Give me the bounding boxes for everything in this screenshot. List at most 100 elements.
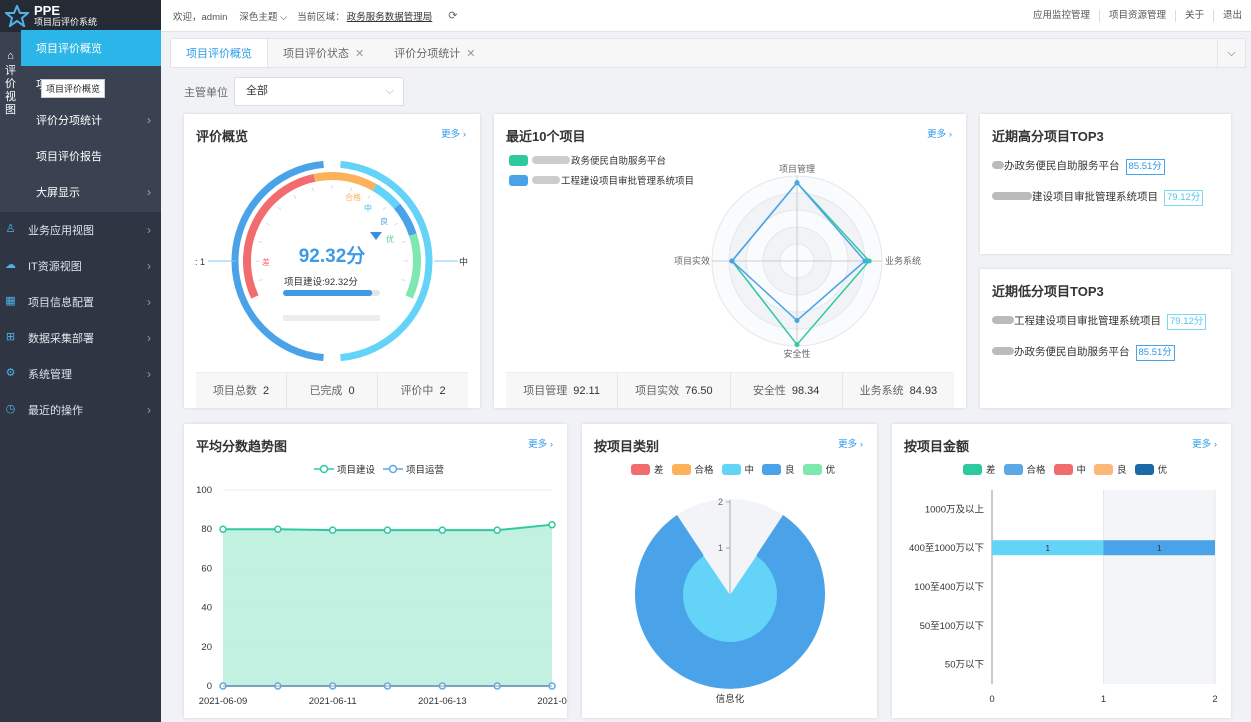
more-link[interactable]: 更多 › [838, 439, 863, 450]
menu-item-label: 数据采集部署 [28, 333, 94, 345]
legend-item[interactable]: 合格 [671, 462, 714, 476]
menu-item-business-view[interactable]: ♙ 业务应用视图 › [0, 212, 161, 248]
sub-item-stats[interactable]: 评价分项统计 › [21, 102, 161, 138]
trend-legend: 项目建设 项目运营 [314, 462, 452, 476]
legend-label: 合格 [1026, 465, 1046, 476]
clock-icon: ◷ [5, 403, 16, 415]
legend-label: 优 [825, 465, 836, 476]
stat-value: 76.50 [685, 385, 713, 397]
bar-segment [992, 540, 1104, 556]
legend-item[interactable]: 项目建设 [314, 462, 375, 476]
tab-overview[interactable]: 项目评价概览 [171, 39, 268, 67]
chevron-down-icon: ⌵ [1227, 47, 1236, 59]
app-subtitle: 项目后评价系统 [34, 17, 98, 27]
trend-card: 平均分数趋势图 更多 › 项目建设 项目运营 0 20 40 60 80 100 2021-… [184, 424, 567, 718]
gauge-tick [394, 222, 399, 226]
legend-swatch [1003, 463, 1023, 475]
category-card: 按项目类别 更多 › 差 合格 中 良 优 1 2 信息化 [582, 424, 877, 718]
tab-dropdown-button[interactable]: ⌵ [1217, 39, 1245, 67]
radar-chart: 项目管理 业务系统 安全性 项目实效 [674, 163, 921, 359]
legend-item[interactable]: 中 [721, 462, 754, 476]
cloud-icon: ☁ [5, 259, 16, 271]
gauge-tick [265, 222, 270, 226]
redacted-mask [992, 316, 1014, 324]
top3-item[interactable]: 建设项目审批管理系统项目 79.12分 [992, 189, 1204, 206]
item-name: 办政务便民自助服务平台 [1004, 160, 1120, 172]
area-fill [223, 524, 552, 686]
stat-evaluating: 评价中 2 [378, 373, 468, 408]
link-project-resource[interactable]: 项目资源管理 [1098, 10, 1175, 22]
close-icon[interactable]: ✕ [466, 48, 476, 60]
legend-item[interactable]: 政务便民自助服务平台 [509, 153, 666, 167]
link-app-monitor[interactable]: 应用监控管理 [1032, 10, 1090, 21]
more-link[interactable]: 更多 › [927, 129, 952, 140]
y-tick-label: 0 [207, 681, 212, 692]
legend-item[interactable]: 中 [1053, 462, 1087, 476]
x-tick-label: 0 [989, 694, 994, 705]
low3-item[interactable]: 办政务便民自助服务平台 85.51分 [992, 344, 1175, 361]
gauge-grade-label: 优 [386, 234, 394, 244]
amount-bar-chart: 0 1 2 50万以下 50至100万以下 100至400万以下 400至1000万以下 10… [909, 490, 1218, 705]
stat-label: 项目管理 [523, 385, 568, 397]
more-label: 更多 [1192, 439, 1212, 450]
progress-fill [283, 290, 373, 296]
redacted-mask [532, 156, 570, 164]
y-tick-label: 100至400万以下 [914, 582, 984, 593]
legend-item[interactable]: 项目运营 [383, 462, 444, 476]
link-about[interactable]: 关于 [1174, 10, 1213, 22]
sub-item-label: 项目评价报告 [36, 151, 102, 163]
eval-view-tab[interactable]: ⌂ 评价视图 [0, 32, 21, 212]
menu-item-label: 业务应用视图 [28, 225, 94, 237]
sub-item-report[interactable]: 项目评价报告 [21, 138, 161, 174]
menu-item-system[interactable]: ⚙ 系统管理 › [0, 356, 161, 392]
radial-tick-label: 2 [718, 497, 723, 507]
legend-item[interactable]: 优 [802, 462, 836, 476]
more-link[interactable]: 更多 › [441, 129, 466, 140]
score-badge: 85.51分 [1135, 345, 1175, 361]
link-logout[interactable]: 退出 [1212, 10, 1251, 22]
legend-item[interactable]: 差 [631, 462, 664, 476]
legend-label: 政务便民自助服务平台 [571, 156, 667, 167]
x-tick-label: 2021-06-11 [309, 696, 357, 707]
close-icon[interactable]: ✕ [355, 48, 365, 60]
menu-item-data-collect[interactable]: ⊞ 数据采集部署 › [0, 320, 161, 356]
legend-item[interactable]: 工程建设项目审批管理系统项目 [509, 173, 694, 187]
house-icon: ⌂ [7, 50, 14, 62]
legend-item[interactable]: 合格 [1003, 462, 1046, 476]
sub-item-overview[interactable]: 项目评价概览 [21, 30, 161, 66]
menu-item-recent-ops[interactable]: ◷ 最近的操作 › [0, 392, 161, 428]
region-link[interactable]: 政务服务数据管理局 [346, 11, 433, 23]
sub-item-bigscreen[interactable]: 大屏显示 › [21, 174, 161, 210]
gauge-tick [311, 187, 314, 192]
refresh-icon[interactable]: ⟳ [448, 10, 458, 22]
more-label: 更多 [528, 439, 548, 450]
menu-item-it-resource[interactable]: ☁ IT资源视图 › [0, 248, 161, 284]
stat-label: 项目实效 [635, 385, 680, 397]
stat-mgmt: 项目管理 92.11 [506, 373, 619, 408]
tab-status[interactable]: 项目评价状态 ✕ [268, 39, 379, 67]
menu-item-project-config[interactable]: ▦ 项目信息配置 › [0, 284, 161, 320]
legend-item[interactable]: 优 [1134, 462, 1167, 476]
legend-item[interactable]: 良 [762, 462, 795, 476]
top3-item[interactable]: 办政务便民自助服务平台 85.51分 [992, 158, 1165, 175]
legend-item[interactable]: 良 [1094, 462, 1127, 476]
menu-item-label: 系统管理 [28, 369, 72, 381]
tab-item-stats[interactable]: 评价分项统计 ✕ [379, 39, 490, 67]
department-select[interactable]: 全部 ⌵ [234, 77, 404, 106]
more-link[interactable]: 更多 › [528, 439, 553, 450]
low3-item[interactable]: 工程建设项目审批管理系统项目 79.12分 [992, 313, 1207, 330]
gauge-grade-segment [313, 172, 377, 191]
gauge-left-label: : 1 [195, 257, 205, 267]
legend-label: 中 [1076, 465, 1087, 476]
x-tick-label: 2021-06-13 [418, 696, 467, 707]
more-label: 更多 [927, 129, 947, 140]
theme-select[interactable]: 深色主题 ⌵ [239, 9, 287, 23]
more-link[interactable]: 更多 › [1192, 439, 1217, 450]
legend-swatch [963, 463, 982, 475]
gauge-grade-label: 差 [262, 257, 270, 267]
stat-value: 0 [348, 385, 355, 397]
card-title: 平均分数趋势图 [196, 439, 288, 454]
legend-label: 项目建设 [337, 465, 376, 476]
legend-item[interactable]: 差 [963, 462, 996, 476]
